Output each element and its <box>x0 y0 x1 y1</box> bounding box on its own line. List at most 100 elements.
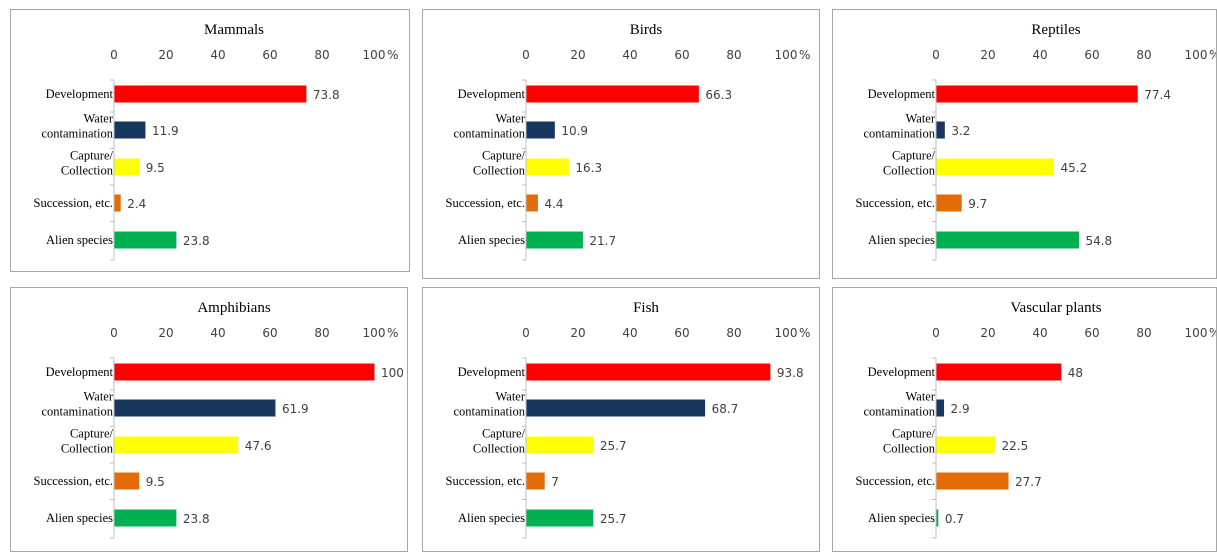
bar <box>936 231 1079 249</box>
value-label: 45.2 <box>1061 161 1088 175</box>
value-label: 77.4 <box>1144 88 1171 102</box>
category-label: Development <box>458 365 526 379</box>
bar <box>526 194 538 212</box>
value-label: 22.5 <box>1002 439 1029 453</box>
value-label: 21.7 <box>589 234 616 248</box>
value-label: 25.7 <box>600 512 627 526</box>
value-label: 9.5 <box>146 161 165 175</box>
tick-label: 60 <box>1084 326 1099 340</box>
tick-label: 0 <box>932 326 940 340</box>
chart-svg: Vascular plants 0 20 40 60 80 100% Development 4… <box>856 300 1216 539</box>
chart-title: Birds <box>630 22 663 38</box>
tick-label: 80 <box>1136 326 1151 340</box>
tick-label: 20 <box>980 326 995 340</box>
category-label: Water contamination <box>41 112 113 141</box>
bar <box>936 399 945 417</box>
chart-panel-0: Mammals 0 20 40 60 80 100% Development 73.8 Water… <box>10 9 410 272</box>
chart-panel-1: Birds 0 20 40 60 80 100% Development 66.3 Water co… <box>422 9 820 279</box>
tick-label: 40 <box>622 326 637 340</box>
bar <box>114 509 177 527</box>
value-label: 100 <box>381 366 404 380</box>
bar <box>526 399 706 417</box>
bar <box>114 158 140 176</box>
category-label: Succession, etc. <box>856 474 936 488</box>
chart-title: Vascular plants <box>1010 300 1101 316</box>
bar <box>114 436 239 454</box>
value-label: 2.4 <box>127 197 146 211</box>
tick-label: 40 <box>1032 326 1047 340</box>
category-label: Capture/Collection <box>883 149 936 178</box>
tick-label: 0 <box>932 48 940 62</box>
chart-title: Mammals <box>204 22 264 38</box>
tick-label: 80 <box>726 48 741 62</box>
tick-label: 100 <box>363 326 386 340</box>
chart-svg: Birds 0 20 40 60 80 100 % Development 66.3 Water co… <box>446 22 810 261</box>
category-label: Succession, etc. <box>446 474 526 488</box>
bar <box>936 85 1138 103</box>
category-label: Capture/Collection <box>883 427 936 456</box>
bar <box>526 231 583 249</box>
tick-label: 60 <box>674 326 689 340</box>
bar <box>114 85 307 103</box>
bar <box>936 363 1062 381</box>
bar <box>936 158 1055 176</box>
category-label: Development <box>868 365 936 379</box>
category-label: Capture/Collection <box>61 427 114 456</box>
axis-unit-label: % <box>799 48 810 62</box>
value-label: 16.3 <box>575 161 602 175</box>
value-label: 23.8 <box>183 512 210 526</box>
category-label: Development <box>46 87 114 101</box>
category-label: Succession, etc. <box>34 196 114 210</box>
value-label: 23.8 <box>183 234 210 248</box>
tick-label: 80 <box>314 326 329 340</box>
bar <box>114 363 375 381</box>
tick-label: 60 <box>262 48 277 62</box>
chart-panel-3: Amphibians 0 20 40 60 80 100% Development 100 Wat… <box>10 287 408 552</box>
bar <box>114 231 177 249</box>
chart-panel-2: Reptiles 0 20 40 60 80 100% Development 77.4 Wate… <box>832 9 1217 279</box>
tick-label: 40 <box>622 48 637 62</box>
bar <box>526 509 594 527</box>
category-label: Alien species <box>458 511 525 525</box>
category-label: Development <box>46 365 114 379</box>
value-label: 47.6 <box>245 439 272 453</box>
bar <box>526 436 594 454</box>
bar <box>114 472 140 490</box>
tick-label: 60 <box>262 326 277 340</box>
category-label: Water contamination <box>863 390 935 419</box>
category-label: Capture/Collection <box>473 427 526 456</box>
tick-label: 80 <box>314 48 329 62</box>
tick-label: 40 <box>210 48 225 62</box>
tick-label: 40 <box>1032 48 1047 62</box>
value-label: 2.9 <box>951 402 970 416</box>
tick-label: 0 <box>522 48 530 62</box>
chart-svg: Mammals 0 20 40 60 80 100 % Development 73.8 Water… <box>34 22 398 261</box>
bar <box>936 121 945 139</box>
bar <box>526 121 555 139</box>
tick-label: 80 <box>726 326 741 340</box>
value-label: 9.5 <box>146 475 165 489</box>
value-label: 68.7 <box>712 402 739 416</box>
category-label: Alien species <box>458 233 525 247</box>
chart-panel-5: Vascular plants 0 20 40 60 80 100% Development 4… <box>832 287 1217 552</box>
category-label: Development <box>868 87 936 101</box>
value-label: 73.8 <box>313 88 340 102</box>
chart-title: Reptiles <box>1031 22 1080 38</box>
bar <box>936 194 962 212</box>
category-label: Capture/Collection <box>61 149 114 178</box>
bar <box>526 85 699 103</box>
bar <box>114 399 276 417</box>
category-label: Succession, etc. <box>446 196 526 210</box>
category-label: Capture/Collection <box>473 149 526 178</box>
chart-panel-4: Fish 0 20 40 60 80 100% Development 93.8 Water con… <box>422 287 820 552</box>
category-label: Water contamination <box>453 112 525 141</box>
category-label: Alien species <box>46 511 113 525</box>
category-label: Alien species <box>868 511 935 525</box>
value-label: 93.8 <box>777 366 804 380</box>
value-label: 66.3 <box>705 88 732 102</box>
category-label: Alien species <box>46 233 113 247</box>
axis-unit-label: % <box>387 326 398 340</box>
tick-label: 0 <box>110 48 118 62</box>
value-label: 7 <box>551 475 559 489</box>
